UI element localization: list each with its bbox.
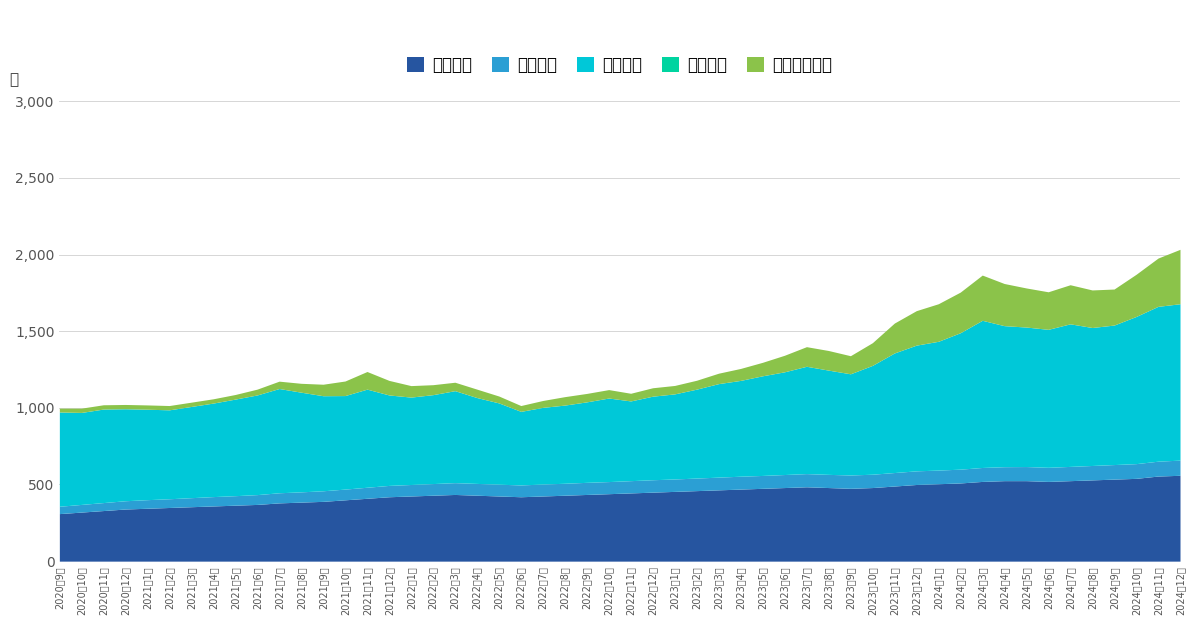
Legend: 現金合計, 保険合計, 株式合計, 債券合計, 暗号資産合計: 現金合計, 保険合計, 株式合計, 債券合計, 暗号資産合計 — [401, 50, 839, 81]
Text: 万: 万 — [8, 72, 18, 88]
